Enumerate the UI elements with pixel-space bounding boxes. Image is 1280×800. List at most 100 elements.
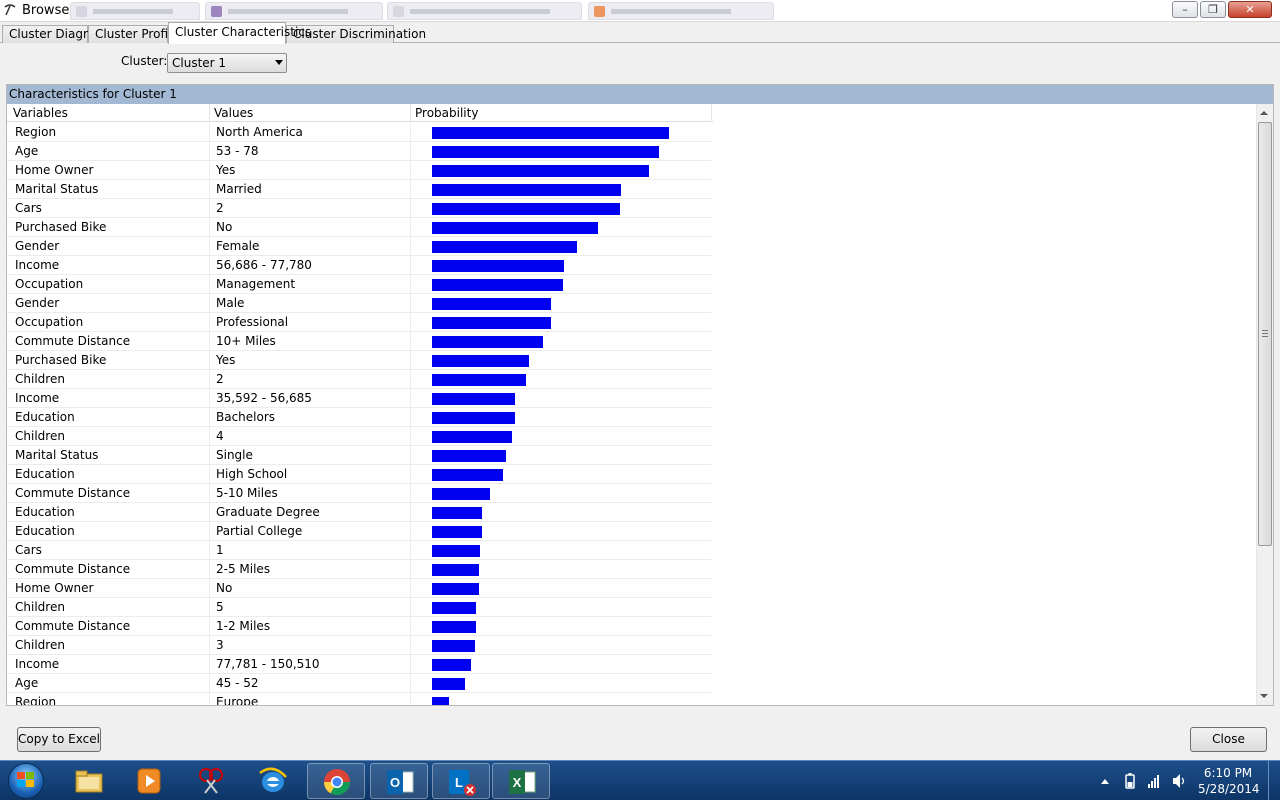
table-row[interactable]: Children 4 bbox=[7, 427, 711, 446]
background-browser-tab bbox=[588, 2, 774, 20]
column-separator[interactable] bbox=[410, 104, 411, 122]
taskbar-button[interactable] bbox=[244, 763, 302, 799]
table-row[interactable]: Home Owner No bbox=[7, 579, 711, 598]
table-row[interactable]: Education High School bbox=[7, 465, 711, 484]
scroll-down-arrow-icon[interactable] bbox=[1260, 694, 1268, 698]
table-row[interactable]: Commute Distance 10+ Miles bbox=[7, 332, 711, 351]
battery-icon[interactable] bbox=[1125, 773, 1135, 789]
table-row[interactable]: Children 5 bbox=[7, 598, 711, 617]
cell-separator bbox=[209, 389, 210, 408]
tab-cluster-profiles[interactable]: Cluster Profiles bbox=[88, 25, 185, 43]
probability-bar bbox=[432, 450, 506, 462]
column-header-variables[interactable]: Variables bbox=[13, 106, 68, 120]
table-row[interactable]: Income 35,592 - 56,685 bbox=[7, 389, 711, 408]
copy-to-excel-button[interactable]: Copy to Excel bbox=[17, 727, 101, 752]
taskbar-button[interactable] bbox=[120, 763, 178, 799]
show-hidden-icons-icon[interactable] bbox=[1100, 777, 1110, 785]
table-row[interactable]: Income 56,686 - 77,780 bbox=[7, 256, 711, 275]
signal-icon[interactable] bbox=[1148, 774, 1162, 788]
table-row[interactable]: Cars 2 bbox=[7, 199, 711, 218]
table-row[interactable]: Gender Female bbox=[7, 237, 711, 256]
cell-separator bbox=[410, 617, 411, 636]
table-row[interactable]: Commute Distance 5-10 Miles bbox=[7, 484, 711, 503]
scroll-up-arrow-icon[interactable] bbox=[1260, 111, 1268, 115]
table-row[interactable]: Cars 1 bbox=[7, 541, 711, 560]
column-header-values[interactable]: Values bbox=[214, 106, 254, 120]
cell-separator bbox=[410, 427, 411, 446]
table-row[interactable]: Gender Male bbox=[7, 294, 711, 313]
taskbar-button[interactable]: O bbox=[370, 763, 428, 799]
table-row[interactable]: Income 77,781 - 150,510 bbox=[7, 655, 711, 674]
probability-bar bbox=[432, 222, 598, 234]
system-clock[interactable]: 6:10 PM 5/28/2014 bbox=[1198, 765, 1260, 797]
table-row[interactable]: Purchased Bike No bbox=[7, 218, 711, 237]
cell-separator bbox=[209, 180, 210, 199]
cell-separator bbox=[410, 408, 411, 427]
show-desktop-button[interactable] bbox=[1268, 761, 1280, 800]
table-row[interactable]: Purchased Bike Yes bbox=[7, 351, 711, 370]
table-row[interactable]: Education Graduate Degree bbox=[7, 503, 711, 522]
value-cell: 5 bbox=[216, 600, 224, 614]
column-separator[interactable] bbox=[209, 104, 210, 122]
column-header-probability[interactable]: Probability bbox=[415, 106, 479, 120]
table-row[interactable]: Commute Distance 2-5 Miles bbox=[7, 560, 711, 579]
taskbar-button[interactable]: X bbox=[492, 763, 550, 799]
table-row[interactable]: Commute Distance 1-2 Miles bbox=[7, 617, 711, 636]
taskbar-button[interactable] bbox=[307, 763, 365, 799]
value-cell: 1 bbox=[216, 543, 224, 557]
cell-separator bbox=[209, 446, 210, 465]
taskbar-button[interactable] bbox=[182, 763, 240, 799]
maximize-button[interactable]: ❐ bbox=[1200, 1, 1226, 18]
table-row[interactable]: Education Bachelors bbox=[7, 408, 711, 427]
panel-header: Characteristics for Cluster 1 bbox=[7, 85, 1273, 104]
value-cell: 2-5 Miles bbox=[216, 562, 271, 576]
cell-separator bbox=[410, 180, 411, 199]
probability-bar bbox=[432, 564, 479, 576]
variable-cell: Occupation bbox=[15, 315, 84, 329]
cell-separator bbox=[209, 655, 210, 674]
table-row[interactable]: Marital Status Single bbox=[7, 446, 711, 465]
close-window-button[interactable]: ✕ bbox=[1228, 1, 1272, 18]
value-cell: Married bbox=[216, 182, 262, 196]
cell-separator bbox=[410, 522, 411, 541]
cell-separator bbox=[410, 541, 411, 560]
cluster-dropdown[interactable]: Cluster 1 bbox=[167, 53, 287, 73]
table-row[interactable]: Region North America bbox=[7, 123, 711, 142]
table-row[interactable]: Occupation Management bbox=[7, 275, 711, 294]
table-row[interactable]: Education Partial College bbox=[7, 522, 711, 541]
table-row[interactable]: Age 53 - 78 bbox=[7, 142, 711, 161]
vertical-scrollbar[interactable] bbox=[1256, 104, 1273, 705]
column-separator[interactable] bbox=[711, 104, 712, 122]
table-row[interactable]: Occupation Professional bbox=[7, 313, 711, 332]
clock-date: 5/28/2014 bbox=[1198, 782, 1260, 796]
tab-cluster-discrimination[interactable]: Cluster Discrimination bbox=[286, 25, 426, 43]
close-button[interactable]: Close bbox=[1190, 727, 1267, 752]
variable-cell: Education bbox=[15, 467, 75, 481]
minimize-button[interactable]: – bbox=[1172, 1, 1198, 18]
probability-bar bbox=[432, 526, 482, 538]
value-cell: Yes bbox=[216, 353, 236, 367]
cell-separator bbox=[410, 465, 411, 484]
tab-cluster-characteristics[interactable]: Cluster Characteristics bbox=[168, 22, 311, 44]
table-row[interactable]: Children 2 bbox=[7, 370, 711, 389]
variable-cell: Commute Distance bbox=[15, 619, 131, 633]
table-row[interactable]: Marital Status Married bbox=[7, 180, 711, 199]
volume-icon[interactable] bbox=[1172, 773, 1188, 789]
cell-separator bbox=[410, 161, 411, 180]
table-row[interactable]: Children 3 bbox=[7, 636, 711, 655]
scrollbar-thumb[interactable] bbox=[1258, 122, 1272, 546]
maximize-icon: ❐ bbox=[1208, 3, 1218, 16]
cell-separator bbox=[410, 446, 411, 465]
taskbar-button[interactable]: L bbox=[432, 763, 490, 799]
cell-separator bbox=[410, 275, 411, 294]
probability-bar bbox=[432, 317, 551, 329]
table-row[interactable]: Region Europe bbox=[7, 693, 711, 705]
table-row[interactable]: Age 45 - 52 bbox=[7, 674, 711, 693]
cell-separator bbox=[410, 199, 411, 218]
cell-separator bbox=[410, 256, 411, 275]
tab-cluster-diagram[interactable]: Cluster Diagram bbox=[2, 25, 107, 43]
table-row[interactable]: Home Owner Yes bbox=[7, 161, 711, 180]
taskbar-button[interactable] bbox=[60, 763, 118, 799]
probability-bar bbox=[432, 507, 482, 519]
start-button[interactable] bbox=[3, 762, 49, 799]
